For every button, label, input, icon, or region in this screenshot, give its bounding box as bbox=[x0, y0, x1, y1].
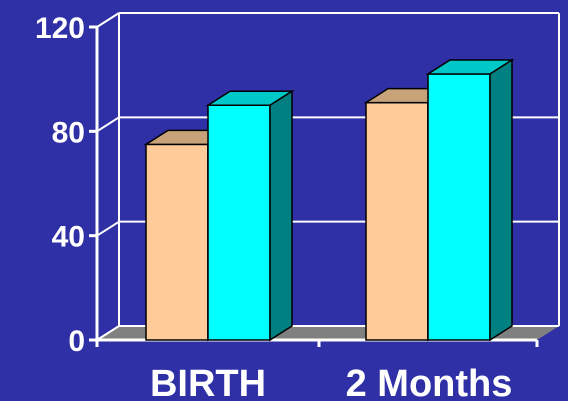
gridline-side-0 bbox=[96, 325, 120, 341]
y-tick-labels: 0 40 80 120 bbox=[35, 12, 85, 358]
y-tick-label-1: 40 bbox=[52, 221, 85, 254]
bar-front bbox=[365, 101, 429, 341]
bars bbox=[143, 58, 515, 342]
x-category-label-1: 2 Months bbox=[346, 363, 513, 401]
x-category-label-0: BIRTH bbox=[150, 363, 266, 401]
gridline-side-1 bbox=[96, 220, 120, 237]
bar-front bbox=[145, 143, 209, 341]
bar-front bbox=[207, 104, 271, 341]
y-tick-label-0: 0 bbox=[68, 325, 85, 358]
bar-1-1 bbox=[425, 58, 515, 342]
x-category-labels: BIRTH 2 Months bbox=[150, 363, 512, 401]
bar-0-1 bbox=[205, 89, 295, 342]
y-tick-label-3: 120 bbox=[35, 12, 85, 45]
bar-front bbox=[427, 73, 491, 341]
bar-side bbox=[269, 89, 293, 342]
y-tick-label-2: 80 bbox=[52, 116, 85, 149]
bar-side bbox=[489, 58, 513, 342]
gridline-side-2 bbox=[96, 116, 120, 133]
gridline-side-3 bbox=[96, 12, 120, 28]
